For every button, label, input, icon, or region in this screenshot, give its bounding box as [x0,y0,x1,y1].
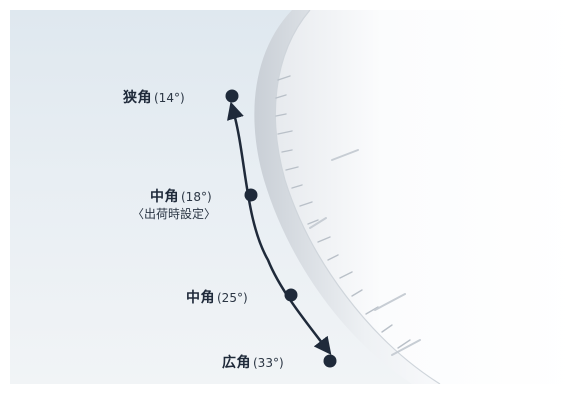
housing-body [275,10,578,384]
product-image-frame: 狭角 (14°) 中角 (18°) 〈出荷時設定〉 中角 (25°) 広角 (33°) [10,10,578,384]
dot-narrow-angle [225,89,239,103]
housing-rim [254,10,440,384]
dot-middle-angle-18 [244,188,258,202]
label-middle-angle-25: 中角 (25°) [186,289,248,305]
label-middle-angle-18: 中角 (18°) [150,188,212,204]
dot-wide-angle [323,354,337,368]
label-narrow-angle-name: 狭角 [123,90,152,106]
label-middle-angle-18-value: (18°) [181,190,212,204]
spotlight-illustration [225,10,578,384]
dot-middle-angle-25 [284,288,298,302]
factory-default-note: 〈出荷時設定〉 [132,207,217,221]
label-narrow-angle-value: (14°) [154,91,185,105]
label-middle-angle-25-value: (25°) [217,291,248,305]
label-middle-angle-18-name: 中角 [150,189,179,205]
label-wide-angle-value: (33°) [253,356,284,370]
label-wide-angle-name: 広角 [222,355,251,371]
label-middle-angle-25-name: 中角 [186,290,215,306]
label-narrow-angle: 狭角 (14°) [123,89,185,105]
label-wide-angle: 広角 (33°) [222,354,284,370]
zoom-range-arrow [227,101,332,355]
